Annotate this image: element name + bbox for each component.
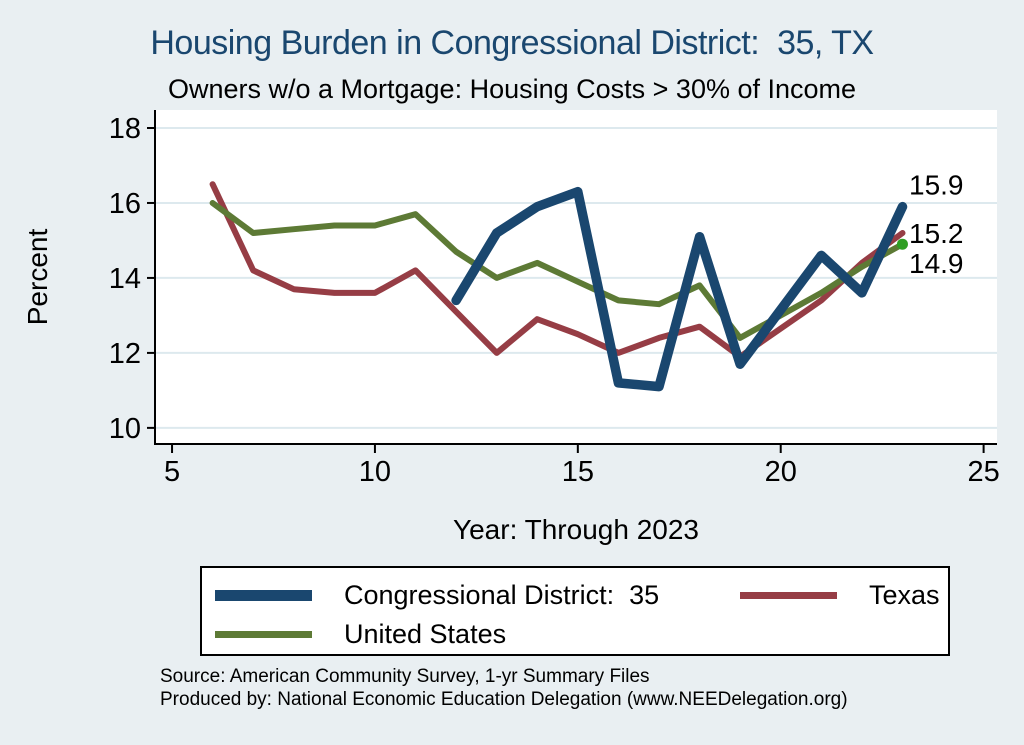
source-line: Source: American Community Survey, 1-yr … [160,666,650,687]
legend-entry-united-states: United States [215,618,507,649]
x-tick-label-15: 15 [562,456,594,488]
y-tick-label-14: 14 [109,263,141,295]
series-end-marker [896,238,908,250]
legend-swatch-texas [740,591,837,599]
y-tick-label-16: 16 [109,188,141,220]
x-tick-label-5: 5 [164,456,180,488]
y-axis-title: Percent [22,228,53,326]
chart-subtitle: Owners w/o a Mortgage: Housing Costs > 3… [167,74,857,104]
series-line-2 [209,181,906,360]
y-tick-label-18: 18 [109,113,141,145]
legend-entry-texas: Texas [740,579,940,610]
source-note: Source: American Community Survey, 1-yr … [160,665,980,711]
legend: Congressional District: 35 Texas United … [200,566,950,656]
produced-by-line: Produced by: National Economic Education… [160,689,848,710]
chart-title: Housing Burden in Congressional District… [150,24,874,62]
legend-label-united-states: United States [344,618,507,649]
legend-swatch-district [215,589,312,601]
legend-entry-district: Congressional District: 35 [215,579,660,610]
y-tick-label-10: 10 [109,413,141,445]
legend-swatch-united-states [215,630,312,638]
end-label-1: 15.9 [909,170,964,201]
legend-label-district: Congressional District: 35 [344,579,660,610]
x-tick-label-20: 20 [765,456,797,488]
series-line-1 [451,186,908,392]
end-label-3: 14.9 [909,248,964,279]
x-tick-label-10: 10 [359,456,391,488]
x-tick-label-25: 25 [967,456,999,488]
x-axis-title: Year: Through 2023 [453,514,699,545]
legend-label-texas: Texas [869,579,940,610]
end-labels: 15.9 15.214.9 [909,170,964,280]
y-tick-label-12: 12 [109,338,141,370]
end-label-2: 15.2 [909,218,964,249]
